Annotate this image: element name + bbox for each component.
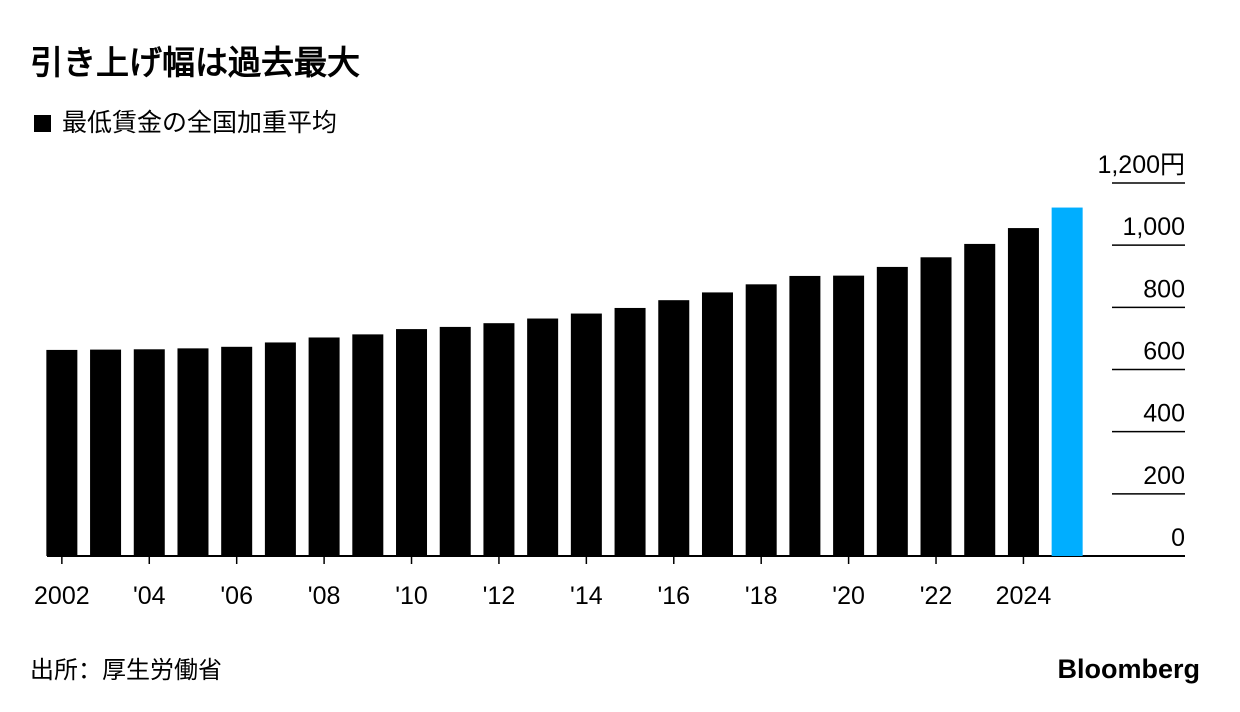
bar	[833, 275, 865, 556]
bar	[90, 349, 122, 556]
x-tick-label: '16	[657, 582, 690, 610]
x-tick-label: '12	[483, 582, 516, 610]
x-tick-label: '20	[832, 582, 865, 610]
y-tick-label: 200	[1143, 462, 1185, 490]
x-tick-label: 2024	[996, 582, 1052, 610]
bar	[308, 337, 340, 556]
y-tick-label: 0	[1171, 524, 1185, 552]
bar	[352, 334, 384, 556]
bar	[614, 307, 646, 556]
bar	[701, 292, 733, 556]
x-tick-label: '06	[220, 582, 253, 610]
y-tick-label: 1,000	[1122, 213, 1185, 241]
bar	[876, 266, 908, 556]
bar	[964, 243, 996, 556]
bar	[745, 284, 777, 556]
bar	[570, 313, 602, 556]
y-tick-label: 400	[1143, 400, 1185, 428]
x-tick-label: '10	[395, 582, 428, 610]
bar	[789, 275, 821, 556]
bar	[396, 329, 428, 556]
brand: Bloomberg	[1057, 654, 1200, 684]
bar	[439, 326, 471, 556]
bar	[264, 342, 296, 556]
bar	[177, 348, 209, 556]
source: 出所：厚生労働省	[30, 657, 222, 684]
x-tick-label: '18	[745, 582, 778, 610]
legend-label: 最低賃金の全国加重平均	[62, 109, 337, 137]
y-tick-label: 800	[1143, 275, 1185, 303]
legend-swatch	[34, 115, 51, 132]
bar	[1007, 228, 1039, 556]
x-tick-label: 2002	[34, 582, 90, 610]
bar	[527, 318, 559, 556]
x-tick-label: '22	[920, 582, 953, 610]
bar	[221, 346, 253, 556]
bar	[658, 300, 690, 556]
x-tick-label: '14	[570, 582, 603, 610]
bar	[46, 349, 78, 556]
bar	[133, 349, 165, 556]
bar	[1051, 207, 1083, 556]
y-tick-label: 600	[1143, 338, 1185, 366]
bar	[920, 257, 952, 556]
y-tick-label: 1,200円	[1097, 151, 1185, 179]
x-tick-label: '08	[308, 582, 341, 610]
chart-title: 引き上げ幅は過去最大	[30, 44, 360, 81]
bar	[483, 323, 515, 556]
x-tick-label: '04	[133, 582, 166, 610]
